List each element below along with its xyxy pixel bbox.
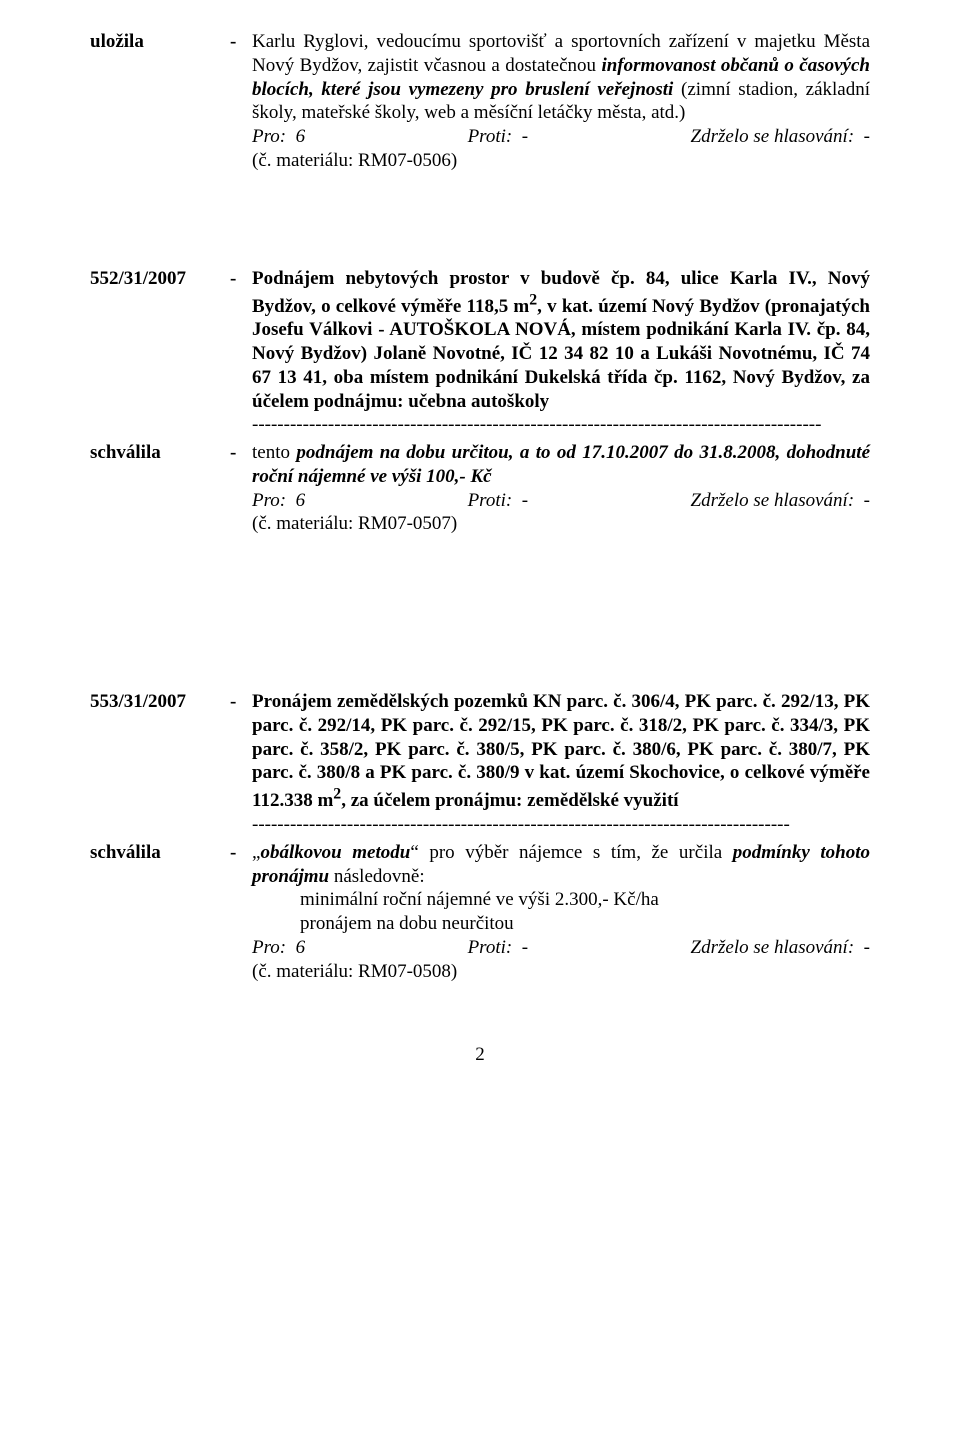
vote-pro: Pro: 6	[252, 936, 305, 960]
vote-proti: Proti: -	[468, 936, 529, 960]
separator-dashes: ----------------------------------------…	[252, 413, 870, 437]
text-emph: podnájem na dobu určitou, a to od 17.10.…	[252, 442, 870, 487]
body-553: Pronájem zemědělských pozemků KN parc. č…	[252, 690, 870, 837]
item-552: 552/31/2007 - Podnájem nebytových prosto…	[90, 267, 870, 438]
vote-zdrzelo: Zdrželo se hlasování: -	[691, 936, 870, 960]
text: , za účelem pronájmu: zemědělské využití	[341, 790, 678, 811]
label-553: 553/31/2007	[90, 690, 230, 714]
sup: 2	[529, 291, 537, 308]
item-schvalila-2: schválila - „obálkovou metodu“ pro výběr…	[90, 841, 870, 984]
vote-line: Pro: 6 Proti: - Zdrželo se hlasování: -	[252, 125, 870, 149]
dash: -	[230, 30, 252, 54]
body-schvalila-2: „obálkovou metodu“ pro výběr nájemce s t…	[252, 841, 870, 984]
label-552: 552/31/2007	[90, 267, 230, 291]
dash: -	[230, 690, 252, 714]
material-ref: (č. materiálu: RM07-0506)	[252, 149, 870, 173]
sub-line-1: minimální roční nájemné ve výši 2.300,- …	[252, 888, 870, 912]
dash: -	[230, 841, 252, 865]
label-schvalila: schválila	[90, 441, 230, 465]
item-ulozila: uložila - Karlu Ryglovi, vedoucímu sport…	[90, 30, 870, 173]
label-schvalila: schválila	[90, 841, 230, 865]
text-emph: obálkovou metodu	[260, 842, 410, 863]
vote-pro: Pro: 6	[252, 125, 305, 149]
sub-line-2: pronájem na dobu neurčitou	[252, 912, 870, 936]
body-552: Podnájem nebytových prostor v budově čp.…	[252, 267, 870, 438]
material-ref: (č. materiálu: RM07-0508)	[252, 960, 870, 984]
vote-proti: Proti: -	[468, 489, 529, 513]
separator-dashes: ----------------------------------------…	[252, 813, 870, 837]
item-schvalila-1: schválila - tento podnájem na dobu určit…	[90, 441, 870, 536]
vote-pro: Pro: 6	[252, 489, 305, 513]
text: “ pro výběr nájemce s tím, že určila	[410, 842, 732, 863]
vote-line: Pro: 6 Proti: - Zdrželo se hlasování: -	[252, 936, 870, 960]
vote-zdrzelo: Zdrželo se hlasování: -	[691, 489, 870, 513]
page-number: 2	[90, 1043, 870, 1067]
text: tento	[252, 442, 296, 463]
dash: -	[230, 267, 252, 291]
text: následovně:	[329, 866, 425, 887]
dash: -	[230, 441, 252, 465]
body-ulozila: Karlu Ryglovi, vedoucímu sportovišť a sp…	[252, 30, 870, 173]
vote-zdrzelo: Zdrželo se hlasování: -	[691, 125, 870, 149]
label-ulozila: uložila	[90, 30, 230, 54]
sup: 2	[333, 786, 341, 803]
vote-proti: Proti: -	[468, 125, 529, 149]
material-ref: (č. materiálu: RM07-0507)	[252, 512, 870, 536]
vote-line: Pro: 6 Proti: - Zdrželo se hlasování: -	[252, 489, 870, 513]
item-553: 553/31/2007 - Pronájem zemědělských poze…	[90, 690, 870, 837]
body-schvalila-1: tento podnájem na dobu určitou, a to od …	[252, 441, 870, 536]
